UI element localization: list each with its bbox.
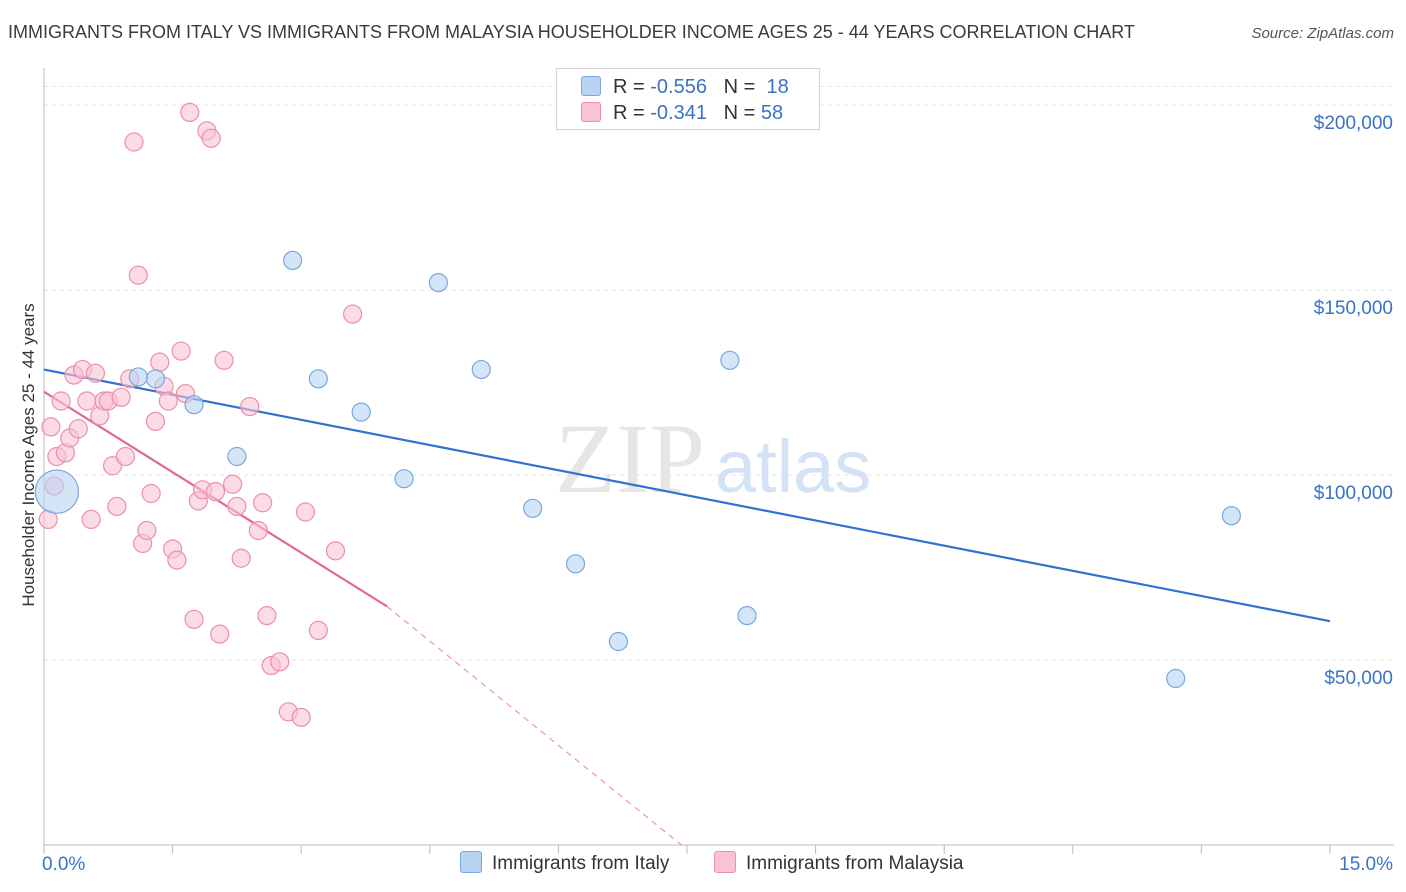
malaysia-r-label: R = [613,102,645,124]
malaysia-point [167,550,187,570]
malaysia-point [253,493,273,513]
malaysia-point [201,128,221,148]
malaysia-point [180,102,200,123]
malaysia-point [343,304,363,324]
italy-point [720,350,740,370]
italy-n-label: N = [723,76,756,98]
malaysia-point [171,341,191,361]
malaysia-point [184,609,204,629]
y-tick-label: $50,000 [1324,668,1393,689]
malaysia-point [81,509,101,530]
trend-line-italy [43,368,1331,623]
bottom-legend-italy: Immigrants from Italy [460,851,669,875]
malaysia-point [325,541,346,561]
malaysia-r-value: -0.341 [650,102,707,124]
italy-point [471,359,491,380]
malaysia-swatch [581,102,601,122]
watermark: ZIP atlas [555,403,871,514]
italy-point [227,446,247,467]
malaysia-point [115,446,136,467]
malaysia-point [102,456,123,476]
bottom-malaysia-swatch [714,851,736,873]
malaysia-point [227,496,247,517]
malaysia-point [77,391,97,411]
malaysia-point [150,352,170,372]
italy-point [128,367,148,387]
bottom-malaysia-label: Immigrants from Malaysia [746,853,964,874]
italy-point [1221,506,1242,526]
italy-point [737,605,757,626]
italy-point [608,631,629,652]
italy-r-label: R = [613,76,645,98]
italy-point [308,369,328,389]
malaysia-point [248,520,268,541]
malaysia-point [107,496,127,517]
malaysia-n-value: 58 [760,102,784,124]
watermark-zip: ZIP [555,403,705,514]
italy-r-value: -0.556 [650,76,707,98]
axes [43,68,1394,854]
bottom-legend-malaysia: Immigrants from Malaysia [714,851,964,875]
y-tick-label: $100,000 [1314,483,1393,504]
malaysia-point [223,474,243,494]
malaysia-point [128,265,148,285]
malaysia-point [205,482,226,502]
trend-extension-malaysia [386,605,682,846]
malaysia-n-label: N = [723,102,756,124]
y-tick-label: $200,000 [1314,113,1393,134]
watermark-atlas: atlas [715,425,871,508]
malaysia-point [68,419,88,439]
italy-point [1166,668,1186,689]
italy-n-value: 18 [766,76,789,98]
italy-point [523,498,543,518]
malaysia-point [111,387,131,407]
malaysia-point [137,520,157,541]
chart-title: IMMIGRANTS FROM ITALY VS IMMIGRANTS FROM… [8,22,1135,42]
italy-point [34,469,80,514]
source-credit: Source: ZipAtlas.com [1251,25,1394,42]
malaysia-point [145,411,166,431]
italy-point [184,395,204,415]
legend-row-malaysia: R = -0.341 N = 58 [581,102,783,126]
gridlines [44,86,1394,661]
legend-row-italy: R = -0.556 N = 18 [581,76,789,100]
malaysia-point [270,652,290,672]
malaysia-point [240,396,260,417]
malaysia-point [231,548,251,568]
malaysia-point [257,605,277,626]
data-points [34,102,1242,727]
italy-point [145,369,166,389]
italy-swatch [581,76,601,96]
malaysia-point [51,391,71,411]
tick-labels: $50,000 $100,000 $150,000 $200,000 0.0% 15.0% [42,113,1393,875]
malaysia-point [210,624,230,644]
italy-point [428,273,448,293]
bottom-italy-swatch [460,851,482,873]
malaysia-point [85,363,106,383]
italy-point [283,250,303,270]
y-tick-label: $150,000 [1314,298,1393,319]
malaysia-point [124,132,144,152]
bottom-italy-label: Immigrants from Italy [492,853,670,874]
malaysia-point [41,417,61,437]
malaysia-point [291,707,311,727]
italy-point [351,402,371,422]
italy-point [394,469,414,489]
x-tick-label: 15.0% [1339,854,1393,875]
malaysia-point [141,483,161,504]
italy-point [565,554,586,574]
malaysia-point [214,350,234,370]
malaysia-point [295,502,316,522]
correlation-legend: R = -0.556 N = 18 R = -0.341 N = 58 [556,68,820,130]
malaysia-point [158,391,178,411]
malaysia-point [308,620,328,641]
y-axis-label: Householder Income Ages 25 - 44 years [19,303,38,606]
x-tick-label: 0.0% [42,854,85,875]
